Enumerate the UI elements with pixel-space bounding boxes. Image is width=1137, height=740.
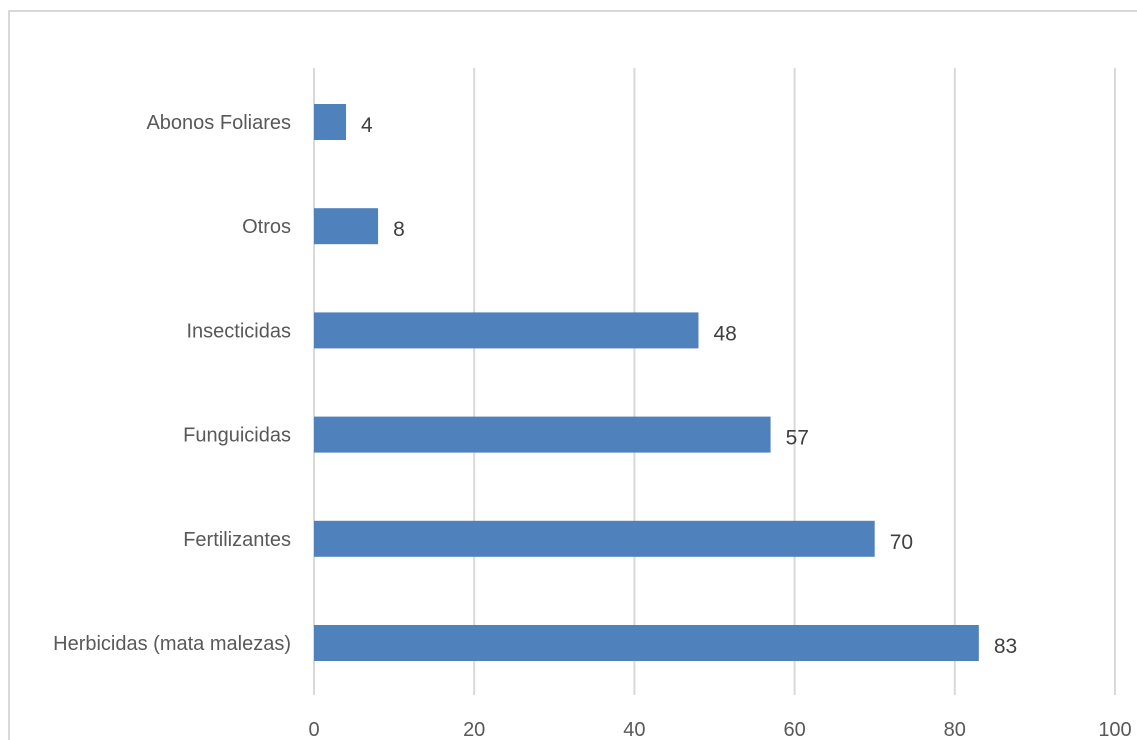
x-tick-label-100: 100 [1098, 719, 1131, 740]
data-label-3: 57 [786, 427, 809, 450]
bar-5 [314, 625, 979, 661]
category-label-0: Abonos Foliares [146, 112, 291, 134]
data-label-1: 8 [393, 218, 405, 241]
x-tick-label-0: 0 [308, 719, 319, 740]
bar-0 [314, 104, 347, 140]
category-label-4: Fertilizantes [183, 529, 291, 551]
category-label-1: Otros [242, 216, 291, 238]
data-label-4: 70 [890, 531, 913, 554]
bar-2 [314, 312, 699, 349]
data-label-0: 4 [361, 114, 373, 137]
category-label-3: Funguicidas [183, 425, 291, 447]
category-label-5: Herbicidas (mata malezas) [53, 633, 291, 655]
x-tick-label-40: 40 [623, 719, 645, 740]
x-tick-label-20: 20 [463, 719, 485, 740]
x-tick-label-80: 80 [944, 719, 966, 740]
bar-4 [314, 520, 875, 557]
data-label-2: 48 [713, 322, 736, 345]
bar-1 [314, 208, 379, 245]
data-label-5: 83 [994, 635, 1017, 658]
category-label-2: Insecticidas [187, 320, 292, 342]
bar-3 [314, 416, 771, 453]
x-tick-label-60: 60 [783, 719, 805, 740]
